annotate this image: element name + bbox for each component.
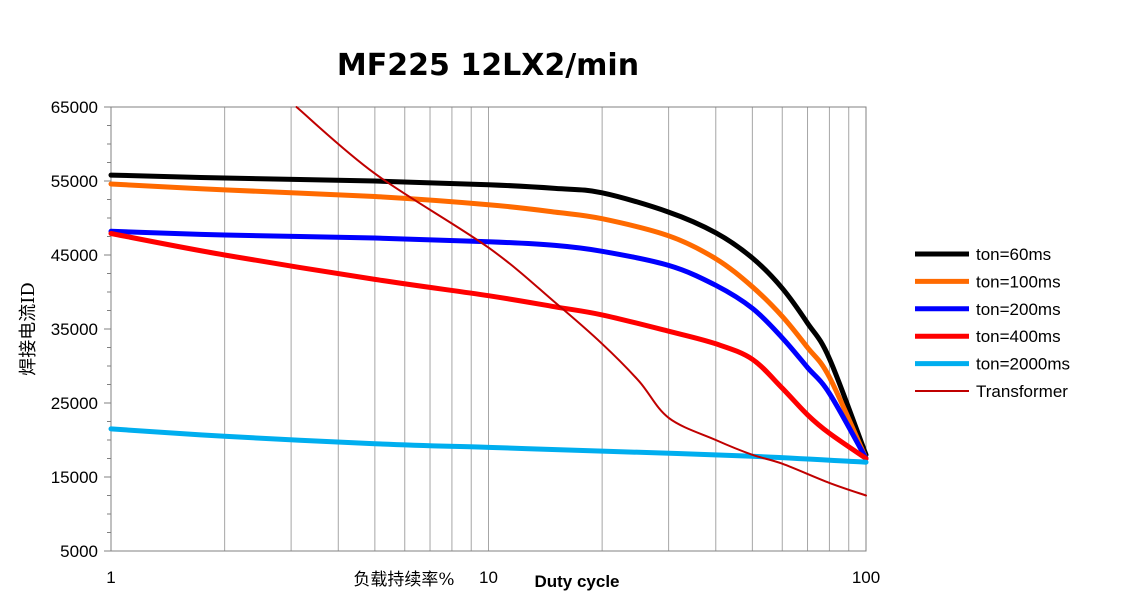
x-tick-label: 100: [852, 568, 880, 587]
y-tick-label: 35000: [51, 320, 98, 339]
legend-entry-label: ton=200ms: [976, 300, 1061, 319]
legend-entry-label: Transformer: [976, 382, 1068, 401]
y-tick-label: 25000: [51, 394, 98, 413]
legend-entry-label: ton=60ms: [976, 245, 1051, 264]
y-tick-label: 15000: [51, 468, 98, 487]
y-axis-label: 焊接电流ID: [18, 282, 39, 376]
series-line: [108, 426, 869, 465]
chart-grid: [224, 107, 850, 551]
legend-entry-label: ton=400ms: [976, 327, 1061, 346]
y-tick-label: 55000: [51, 172, 98, 191]
x-tick-label: 10: [479, 568, 498, 587]
legend: ton=60ms ton=100ms ton=200ms ton=400ms ton=2…: [915, 245, 1070, 401]
legend-entry-label: ton=100ms: [976, 272, 1061, 291]
y-tick-label: 5000: [60, 542, 98, 561]
x-tick-label: 1: [106, 568, 115, 587]
series-line: [108, 172, 869, 458]
x-axis-label-cn: 负载持续率%: [353, 570, 454, 590]
y-axis: 65000 55000 45000 35000 25000 15000 5000: [51, 98, 111, 561]
x-axis: 1 10 100: [106, 568, 880, 587]
y-tick-label: 45000: [51, 246, 98, 265]
legend-entry-label: ton=2000ms: [976, 355, 1070, 374]
series-layer: [108, 106, 869, 497]
series-line: [108, 181, 869, 461]
y-tick-label: 65000: [51, 98, 98, 117]
x-axis-label-en: Duty cycle: [534, 572, 619, 591]
series-line: [295, 106, 867, 497]
series-line: [108, 228, 869, 461]
chart-title: MF225 12LX2/min: [337, 48, 639, 83]
series-line: [108, 231, 869, 461]
